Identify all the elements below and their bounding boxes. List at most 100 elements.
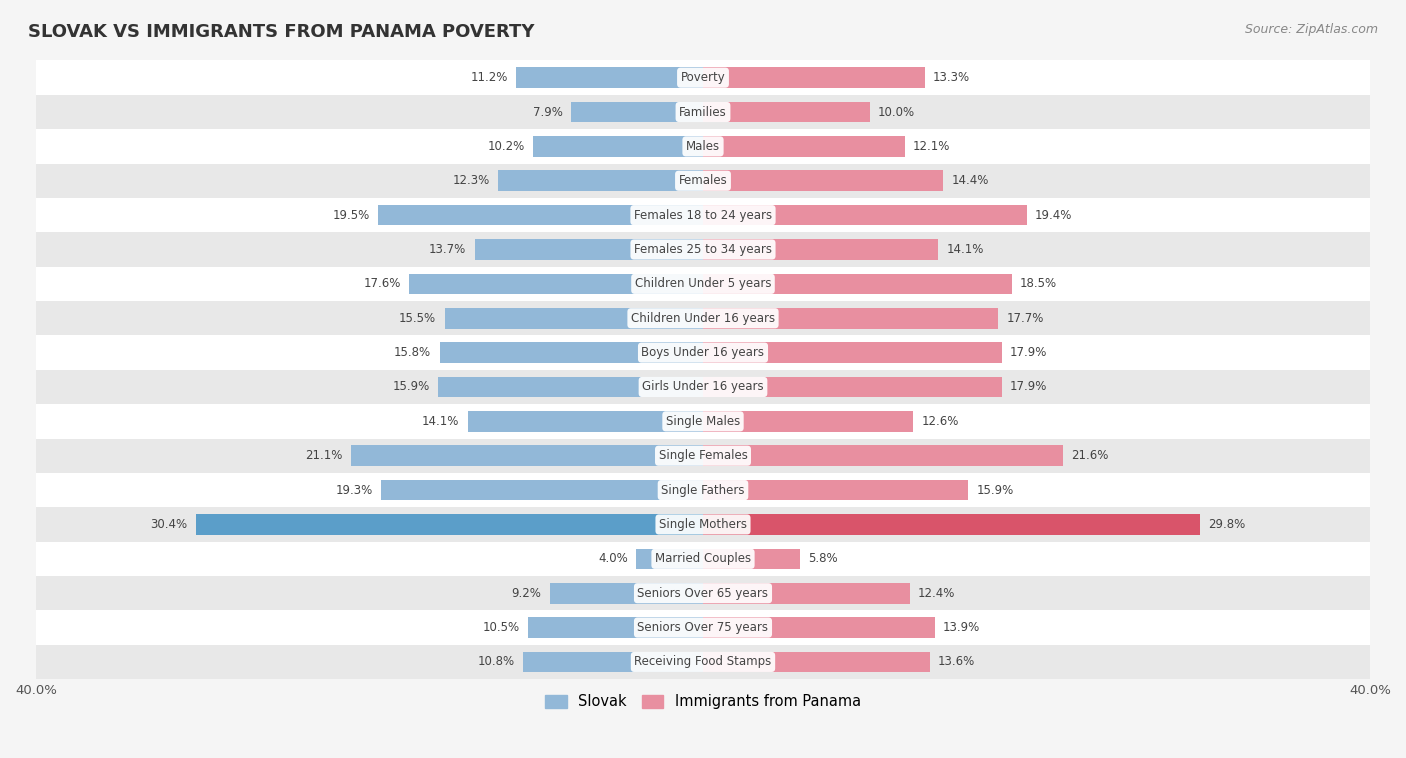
Text: 17.9%: 17.9% (1010, 381, 1047, 393)
Text: 14.1%: 14.1% (946, 243, 984, 256)
Text: 15.9%: 15.9% (977, 484, 1014, 496)
Text: 10.8%: 10.8% (478, 656, 515, 669)
Bar (571, 102, 703, 122)
Bar (703, 343, 1001, 363)
Bar (378, 205, 703, 225)
Text: 13.9%: 13.9% (943, 621, 980, 634)
Bar (637, 549, 703, 569)
Bar (37, 95, 1369, 129)
Text: Females 18 to 24 years: Females 18 to 24 years (634, 208, 772, 221)
Bar (703, 102, 870, 122)
Bar (37, 232, 1369, 267)
Bar (409, 274, 703, 294)
Bar (533, 136, 703, 157)
Bar (37, 542, 1369, 576)
Text: Single Fathers: Single Fathers (661, 484, 745, 496)
Bar (195, 514, 703, 534)
Text: 14.4%: 14.4% (952, 174, 988, 187)
Bar (37, 473, 1369, 507)
Bar (37, 164, 1369, 198)
Bar (550, 583, 703, 603)
Bar (703, 583, 910, 603)
Text: Boys Under 16 years: Boys Under 16 years (641, 346, 765, 359)
Text: Receiving Food Stamps: Receiving Food Stamps (634, 656, 772, 669)
Text: 13.6%: 13.6% (938, 656, 976, 669)
Text: 19.4%: 19.4% (1035, 208, 1073, 221)
Text: 9.2%: 9.2% (512, 587, 541, 600)
Text: Single Mothers: Single Mothers (659, 518, 747, 531)
Text: 17.6%: 17.6% (364, 277, 401, 290)
Text: 15.8%: 15.8% (394, 346, 432, 359)
Text: 10.5%: 10.5% (482, 621, 520, 634)
Text: Single Females: Single Females (658, 449, 748, 462)
Text: 15.9%: 15.9% (392, 381, 429, 393)
Text: 21.6%: 21.6% (1071, 449, 1109, 462)
Text: 12.6%: 12.6% (921, 415, 959, 428)
Text: Source: ZipAtlas.com: Source: ZipAtlas.com (1244, 23, 1378, 36)
Text: 4.0%: 4.0% (598, 553, 628, 565)
Text: 18.5%: 18.5% (1019, 277, 1057, 290)
Bar (37, 507, 1369, 542)
Bar (516, 67, 703, 88)
Bar (703, 514, 1199, 534)
Bar (703, 240, 938, 260)
Bar (703, 617, 935, 638)
Text: Males: Males (686, 140, 720, 153)
Bar (37, 439, 1369, 473)
Bar (37, 301, 1369, 336)
Text: 13.3%: 13.3% (934, 71, 970, 84)
Text: 13.7%: 13.7% (429, 243, 467, 256)
Bar (37, 610, 1369, 645)
Text: Single Males: Single Males (666, 415, 740, 428)
Legend: Slovak, Immigrants from Panama: Slovak, Immigrants from Panama (538, 688, 868, 715)
Bar (703, 67, 925, 88)
Text: 17.9%: 17.9% (1010, 346, 1047, 359)
Bar (37, 645, 1369, 679)
Bar (703, 411, 912, 431)
Text: 10.2%: 10.2% (488, 140, 524, 153)
Bar (498, 171, 703, 191)
Bar (468, 411, 703, 431)
Text: 15.5%: 15.5% (399, 312, 436, 324)
Text: 7.9%: 7.9% (533, 105, 562, 118)
Bar (37, 198, 1369, 232)
Text: Children Under 5 years: Children Under 5 years (634, 277, 772, 290)
Bar (523, 652, 703, 672)
Text: 10.0%: 10.0% (879, 105, 915, 118)
Bar (444, 308, 703, 328)
Text: Females: Females (679, 174, 727, 187)
Bar (37, 370, 1369, 404)
Text: 30.4%: 30.4% (150, 518, 187, 531)
Text: 29.8%: 29.8% (1208, 518, 1246, 531)
Text: Seniors Over 75 years: Seniors Over 75 years (637, 621, 769, 634)
Bar (37, 129, 1369, 164)
Bar (37, 61, 1369, 95)
Bar (703, 377, 1001, 397)
Text: 19.5%: 19.5% (332, 208, 370, 221)
Text: SLOVAK VS IMMIGRANTS FROM PANAMA POVERTY: SLOVAK VS IMMIGRANTS FROM PANAMA POVERTY (28, 23, 534, 41)
Bar (703, 652, 929, 672)
Text: 12.4%: 12.4% (918, 587, 956, 600)
Text: Females 25 to 34 years: Females 25 to 34 years (634, 243, 772, 256)
Bar (37, 576, 1369, 610)
Bar (703, 446, 1063, 466)
Bar (703, 171, 943, 191)
Bar (352, 446, 703, 466)
Bar (381, 480, 703, 500)
Text: 14.1%: 14.1% (422, 415, 460, 428)
Bar (703, 308, 998, 328)
Text: Poverty: Poverty (681, 71, 725, 84)
Bar (703, 136, 905, 157)
Bar (440, 343, 703, 363)
Text: Seniors Over 65 years: Seniors Over 65 years (637, 587, 769, 600)
Text: 12.3%: 12.3% (453, 174, 489, 187)
Text: 11.2%: 11.2% (471, 71, 508, 84)
Bar (37, 336, 1369, 370)
Text: 5.8%: 5.8% (808, 553, 838, 565)
Bar (37, 404, 1369, 439)
Bar (37, 267, 1369, 301)
Bar (703, 480, 969, 500)
Text: Children Under 16 years: Children Under 16 years (631, 312, 775, 324)
Bar (527, 617, 703, 638)
Bar (475, 240, 703, 260)
